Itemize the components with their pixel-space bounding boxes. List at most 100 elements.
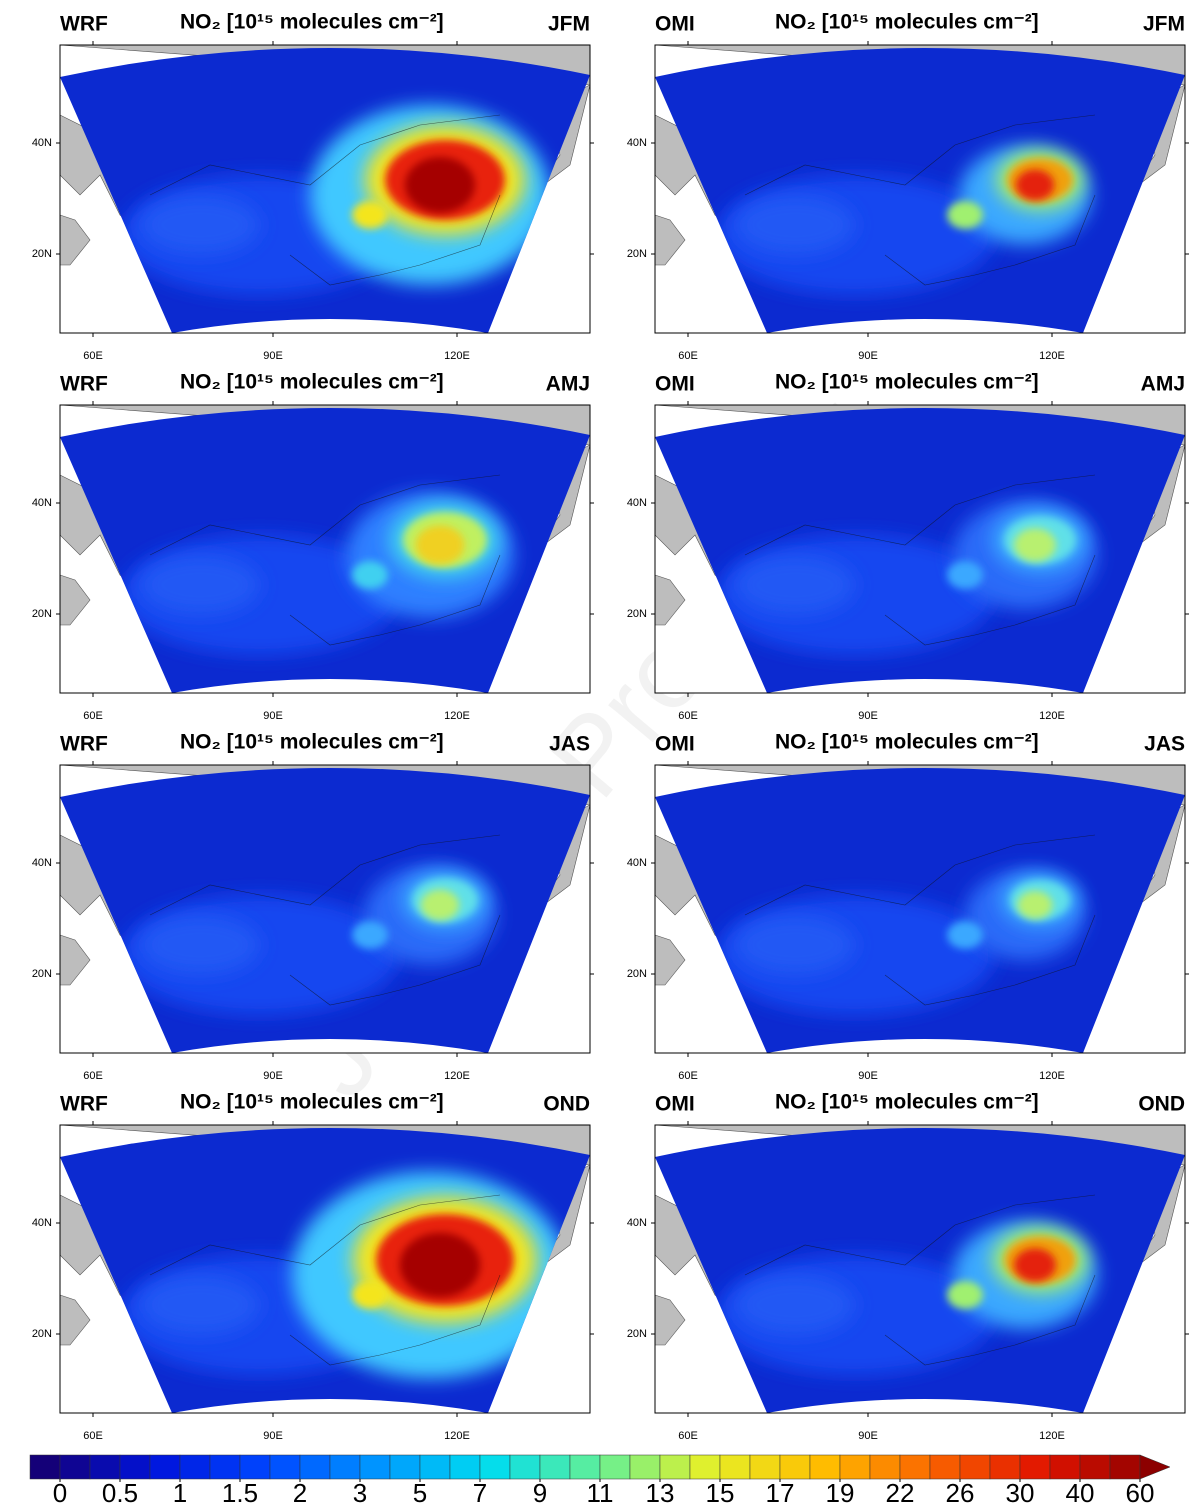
plume xyxy=(352,201,388,229)
lat-label: 40N xyxy=(627,497,647,509)
lon-label: 90E xyxy=(858,350,878,362)
colorbar-label: 13 xyxy=(646,1478,675,1508)
lon-label: 90E xyxy=(263,710,283,722)
colorbar-box xyxy=(719,1454,751,1480)
plume xyxy=(735,915,855,975)
lon-label: 120E xyxy=(444,1430,470,1442)
hotspots xyxy=(715,145,1091,295)
colorbar-box xyxy=(929,1454,961,1480)
hotspots xyxy=(120,105,550,295)
hotspots xyxy=(715,870,1085,1015)
colorbar-label: 11 xyxy=(587,1478,614,1508)
panel-model: WRF xyxy=(60,373,108,396)
plume xyxy=(947,201,983,229)
colorbar-label: 2 xyxy=(293,1478,307,1508)
panel-model: OMI xyxy=(655,733,695,756)
plume xyxy=(405,157,475,213)
plume xyxy=(140,915,260,975)
colorbar-label: 7 xyxy=(473,1478,487,1508)
map-frame xyxy=(59,404,591,694)
lon-label: 60E xyxy=(678,710,698,722)
lat-label: 20N xyxy=(627,248,647,260)
lon-label: 60E xyxy=(678,1430,698,1442)
colorbar-box xyxy=(29,1454,61,1480)
colorbar-label: 19 xyxy=(826,1478,855,1508)
lon-label: 60E xyxy=(83,710,103,722)
colorbar-label: 0.5 xyxy=(102,1478,138,1508)
colorbar-box xyxy=(599,1454,631,1480)
colorbar-box xyxy=(749,1454,781,1480)
lon-label: 90E xyxy=(263,1430,283,1442)
plume xyxy=(947,1281,983,1309)
map-frame xyxy=(654,404,1186,694)
colorbar-box xyxy=(839,1454,871,1480)
border xyxy=(149,1194,501,1366)
panel-title: NO₂ [10¹⁵ molecules cm⁻²] xyxy=(180,371,444,394)
lat-label: 40N xyxy=(32,497,52,509)
plume xyxy=(140,555,260,615)
map-panel: WRF NO₂ [10¹⁵ molecules cm⁻²] JFM 60E 90E 120… xyxy=(32,11,594,362)
colorbar-box xyxy=(989,1454,1021,1480)
lon-label: 120E xyxy=(444,710,470,722)
colorbar-box xyxy=(119,1454,151,1480)
lat-label: 20N xyxy=(627,1328,647,1340)
border xyxy=(744,474,1096,646)
colorbar-box xyxy=(779,1454,811,1480)
colorbar-box xyxy=(479,1454,511,1480)
panel-season: OND xyxy=(1138,1093,1185,1116)
panel-title: NO₂ [10¹⁵ molecules cm⁻²] xyxy=(775,1091,1039,1114)
colorbar-box xyxy=(1109,1454,1141,1480)
colorbar-box xyxy=(389,1454,421,1480)
plume xyxy=(140,1275,260,1335)
colorbar-label: 15 xyxy=(706,1478,735,1508)
lat-label: 20N xyxy=(32,968,52,980)
colorbar-box xyxy=(89,1454,121,1480)
lon-label: 60E xyxy=(83,1070,103,1082)
colorbar-label: 60 xyxy=(1126,1478,1155,1508)
lat-label: 20N xyxy=(32,608,52,620)
map-panel: WRF NO₂ [10¹⁵ molecules cm⁻²] OND 60E 90E 120… xyxy=(32,1091,594,1442)
colorbar-label: 1.5 xyxy=(222,1478,258,1508)
colorbar-box xyxy=(149,1454,181,1480)
colorbar-label: 3 xyxy=(353,1478,367,1508)
map-frame xyxy=(59,44,591,334)
lon-label: 90E xyxy=(263,350,283,362)
plume xyxy=(140,195,260,255)
border xyxy=(149,474,501,646)
panel-season: AMJ xyxy=(1141,373,1185,396)
hotspots xyxy=(715,1221,1097,1375)
colorbar-box xyxy=(689,1454,721,1480)
plume xyxy=(420,889,460,921)
colorbar-box xyxy=(1019,1454,1051,1480)
colorbar-box xyxy=(869,1454,901,1480)
lon-label: 90E xyxy=(858,710,878,722)
panel-title: NO₂ [10¹⁵ molecules cm⁻²] xyxy=(775,371,1039,394)
lat-label: 20N xyxy=(32,248,52,260)
lon-label: 90E xyxy=(263,1070,283,1082)
panel-season: JFM xyxy=(1143,13,1185,36)
lat-label: 40N xyxy=(627,857,647,869)
colorbar-box xyxy=(59,1454,91,1480)
plume xyxy=(947,561,983,589)
colorbar-box xyxy=(659,1454,691,1480)
plume xyxy=(1014,1248,1056,1282)
lon-label: 120E xyxy=(1039,1070,1065,1082)
plume xyxy=(352,1281,388,1309)
colorbar-label: 22 xyxy=(886,1478,915,1508)
lat-label: 20N xyxy=(32,1328,52,1340)
lon-label: 60E xyxy=(83,1430,103,1442)
colorbar-box xyxy=(359,1454,391,1480)
colorbar-arrow xyxy=(1139,1454,1171,1480)
map-panel: WRF NO₂ [10¹⁵ molecules cm⁻²] JAS 60E 90E 120… xyxy=(32,731,594,1082)
panel-model: OMI xyxy=(655,1093,695,1116)
colorbar-box xyxy=(299,1454,331,1480)
lon-label: 90E xyxy=(858,1070,878,1082)
lon-label: 60E xyxy=(678,350,698,362)
colorbar-box xyxy=(209,1454,241,1480)
border xyxy=(744,834,1096,1006)
colorbar-box xyxy=(179,1454,211,1480)
lat-label: 40N xyxy=(627,137,647,149)
colorbar-label: 40 xyxy=(1066,1478,1095,1508)
colorbar-box xyxy=(569,1454,601,1480)
